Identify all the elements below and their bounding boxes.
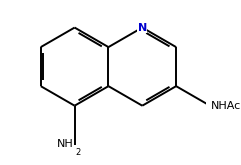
Text: NH: NH: [57, 139, 74, 148]
Text: NHAc: NHAc: [211, 101, 241, 111]
Text: N: N: [138, 23, 147, 33]
Text: 2: 2: [76, 148, 81, 157]
